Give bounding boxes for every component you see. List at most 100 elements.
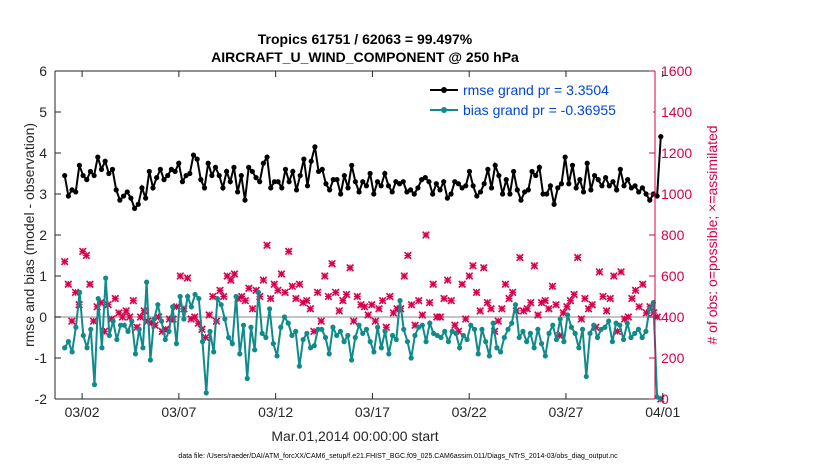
bias-point <box>352 334 358 341</box>
bias-point <box>207 328 213 334</box>
rmse-point <box>525 187 531 193</box>
bias-point <box>643 328 649 334</box>
bias-point <box>158 318 165 324</box>
rmse-point <box>249 168 255 175</box>
obs-assimilated-marker <box>505 294 513 303</box>
rmse-point <box>411 191 417 197</box>
rmse-point <box>477 189 484 195</box>
left-tick-label: 1 <box>39 268 47 284</box>
obs-assimilated-marker <box>638 280 647 289</box>
bias-point <box>389 332 396 339</box>
bias-point <box>408 355 414 361</box>
rmse-point <box>544 191 550 197</box>
obs-assimilated-marker <box>584 304 593 313</box>
bias-point <box>516 334 522 341</box>
rmse-point <box>345 185 351 191</box>
bias-point <box>423 339 429 345</box>
bias-point <box>117 322 124 328</box>
rmse-point <box>80 172 86 179</box>
rmse-point <box>212 164 219 170</box>
obs-assimilated-marker <box>339 296 347 305</box>
bias-point <box>266 306 273 312</box>
x-axis-label: Mar.01,2014 00:00:00 start <box>271 428 438 444</box>
bias-point <box>427 320 433 326</box>
obs-assimilated-marker <box>599 292 607 301</box>
bias-point <box>520 328 526 334</box>
bias-point <box>475 351 481 357</box>
rmse-point <box>334 177 340 183</box>
bias-point <box>80 332 86 339</box>
rmse-point <box>536 164 542 170</box>
rmse-point <box>466 168 473 175</box>
obs-assimilated-marker <box>216 286 224 295</box>
rmse-point <box>338 191 344 197</box>
bias-point <box>69 349 75 355</box>
rmse-point <box>330 177 336 183</box>
rmse-point <box>448 191 454 197</box>
rmse-point <box>106 170 112 177</box>
bias-point <box>229 341 235 347</box>
obs-assimilated-marker <box>111 294 120 303</box>
rmse-point <box>558 181 565 187</box>
x-tick-label: 03/12 <box>258 404 293 420</box>
obs-assimilated-marker <box>302 296 311 305</box>
bias-point <box>334 332 340 339</box>
rmse-point <box>231 164 237 170</box>
obs-assimilated-marker <box>324 292 333 301</box>
obs-assimilated-marker <box>581 294 589 303</box>
obs-assimilated-marker <box>465 272 474 280</box>
bias-point <box>479 326 485 332</box>
x-tick-label: 04/01 <box>645 404 680 420</box>
bias-point <box>170 304 176 310</box>
obs-assimilated-marker <box>631 286 640 295</box>
bias-point <box>468 322 474 328</box>
rmse-point <box>614 187 620 193</box>
bias-point <box>76 289 83 295</box>
obs-assimilated-marker <box>404 251 412 260</box>
bias-point <box>553 336 560 343</box>
rmse-point <box>102 158 108 164</box>
bias-point <box>583 373 589 380</box>
bias-point <box>110 318 116 324</box>
rmse-point <box>179 179 186 185</box>
rmse-point <box>426 179 432 185</box>
obs-assimilated-marker <box>516 253 524 262</box>
rmse-point <box>621 183 627 189</box>
rmse-point <box>161 177 167 183</box>
rmse-point <box>62 172 68 179</box>
bias-point <box>401 326 407 332</box>
rmse-point <box>617 166 623 172</box>
obs-assimilated-marker <box>86 280 94 289</box>
left-y-axis: -2 -1 0 1 2 3 4 5 6 <box>35 63 61 407</box>
bias-point <box>531 345 537 351</box>
bias-point <box>84 345 90 351</box>
bias-point <box>348 357 355 363</box>
rmse-point <box>223 168 230 175</box>
bias-point <box>106 332 112 339</box>
obs-assimilated-marker <box>306 304 315 313</box>
obs-assimilated-marker <box>530 261 539 270</box>
bias-point <box>617 322 623 328</box>
bias-point <box>114 336 120 343</box>
bias-point <box>259 330 265 336</box>
rmse-point <box>165 172 171 179</box>
bias-point <box>363 326 370 332</box>
bias-point <box>594 334 601 341</box>
obs-assimilated-marker <box>371 317 380 325</box>
bias-point <box>371 349 377 355</box>
bias-point <box>278 324 284 330</box>
rmse-point <box>176 160 182 166</box>
obs-assimilated-marker <box>526 298 535 307</box>
rmse-point <box>190 152 197 158</box>
rmse-point <box>271 179 278 185</box>
bias-point <box>367 339 373 345</box>
obs-assimilated-marker <box>346 263 354 272</box>
bias-point <box>632 330 638 336</box>
rmse-point <box>356 189 362 195</box>
obs-assimilated-marker <box>570 290 578 299</box>
rmse-point <box>415 185 421 191</box>
rmse-point <box>201 185 208 191</box>
bias-point <box>635 326 642 332</box>
rmse-point <box>367 170 373 177</box>
left-tick-label: 3 <box>39 186 47 202</box>
